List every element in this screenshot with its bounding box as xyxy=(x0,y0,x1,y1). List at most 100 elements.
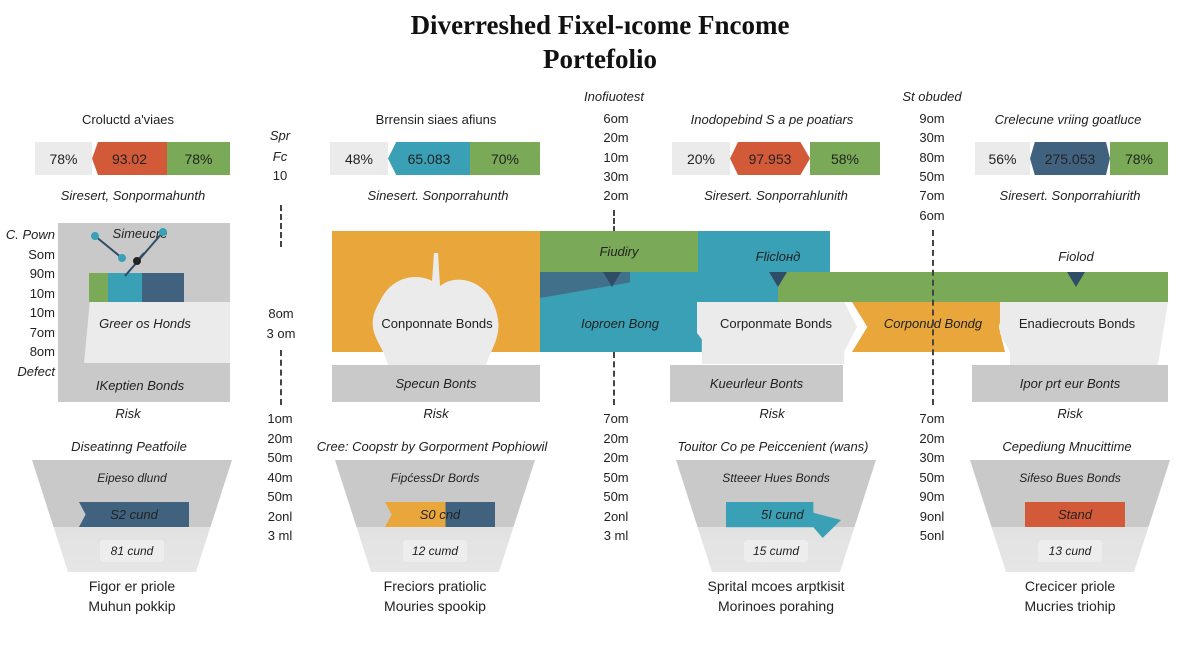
metric-bar-4: 56% 275.053 78% xyxy=(975,142,1168,175)
left-axis-label: 10m xyxy=(29,305,55,320)
axis-label: 2om xyxy=(603,188,629,204)
base-box-3: Kueurleur Bonts xyxy=(670,365,843,402)
top-sub-3: Siresert. Sonporrahlunith xyxy=(704,188,848,203)
metric-bar-1: 78% 93.02 78% xyxy=(35,142,230,175)
risk-label: Risk xyxy=(423,406,449,421)
chevron-light-label: Enadiecrouts Bonds xyxy=(1018,316,1136,331)
flicloнд-label: Flicloнд xyxy=(755,249,801,264)
marker-triangle-icon xyxy=(603,272,621,287)
axis-label: 10 xyxy=(272,168,288,183)
axis-label: 8om xyxy=(268,306,294,321)
title-line-1: Diverreshed Fixel-ıcome Fncome xyxy=(410,10,790,40)
bar-left-value: 56% xyxy=(975,142,1030,175)
bar-right-value: 70% xyxy=(470,142,540,175)
funnel-inner-label: 81 cund xyxy=(100,540,164,562)
funnel-bar: Stand xyxy=(1025,502,1125,527)
left-panel-base-label: IKeptien Bonds xyxy=(95,378,185,393)
axis-label: 50m xyxy=(267,489,293,504)
left-panel-band xyxy=(84,302,230,363)
funnel-inner-label: 15 cumd xyxy=(744,540,808,562)
axis-label: 7om xyxy=(919,188,945,204)
top-sub-4: Siresert. Sonporrahiurith xyxy=(999,188,1141,203)
axis-label: 30m xyxy=(919,130,945,146)
risk-label: Risk xyxy=(759,406,785,421)
top-heading-1: Croluctd a'viaes xyxy=(81,112,175,127)
teal-block-label: Ioproen Bong xyxy=(580,316,660,331)
funnel-top-label: FipćessDr Bords xyxy=(390,471,480,485)
funnel-caption-2: Morinoes porahing xyxy=(718,598,834,614)
base-box-4: Ipor prt eur Bonts xyxy=(972,365,1168,402)
risk-label: Risk xyxy=(1057,406,1083,421)
axis-label: 2onl xyxy=(603,508,629,524)
axis-label: 6om xyxy=(919,207,945,223)
green-band xyxy=(778,272,1168,302)
mini-bar-navy xyxy=(142,273,184,302)
axis-label: 7om xyxy=(603,411,629,426)
marker-triangle-icon xyxy=(769,272,787,287)
risk-label: Risk xyxy=(115,406,141,421)
funnel-heading: Touitor Co pe Peiccenient (wans) xyxy=(677,439,869,454)
axis-label: 9om xyxy=(919,111,945,126)
mini-bar-green xyxy=(89,273,108,302)
axis-label: 20m xyxy=(919,430,945,446)
bar-mid-value: 275.053 xyxy=(1030,142,1110,175)
bar-right-value: 78% xyxy=(167,142,230,175)
marker-triangle-icon xyxy=(1067,272,1085,287)
left-axis-label: 10m xyxy=(29,285,55,301)
left-axis-label: C. Pown xyxy=(5,227,55,242)
left-axis-label: 90m xyxy=(29,266,55,281)
axis-label: 1om xyxy=(267,411,293,426)
chevron-corporate-label: Corponmate Bonds xyxy=(719,316,833,331)
funnel-inner-label: 13 cund xyxy=(1038,540,1102,562)
axis-dashed-line xyxy=(932,230,934,405)
axis-title: St obuded xyxy=(902,89,962,104)
axis-dashed-line xyxy=(280,350,282,405)
axis-label: 30m xyxy=(603,168,629,184)
axis-label: 3 ml xyxy=(603,528,629,543)
left-axis-label: Defect xyxy=(17,363,55,379)
axis-label: Fc xyxy=(272,149,288,164)
funnel-bar: S0 cnd xyxy=(385,502,495,527)
mini-bar-teal xyxy=(108,273,142,302)
top-heading-2: Brrensin siaes afiuns xyxy=(375,112,497,127)
axis-label: 40m xyxy=(267,469,293,485)
top-heading-4: Crelecune vriing goatluce xyxy=(994,112,1142,127)
funnel-top-label: Eipeso dlund xyxy=(97,471,167,485)
axis-label: 10m xyxy=(603,149,629,165)
axis-label: 20m xyxy=(603,450,629,465)
funnel-caption-1: Sprital mcoes arptkisit xyxy=(707,578,845,594)
bar-right-value: 78% xyxy=(1110,142,1168,175)
axis-label: 6om xyxy=(603,111,629,126)
top-sub-2: Sinesert. Sonporrahunth xyxy=(367,188,509,203)
bar-mid-value: 97.953 xyxy=(730,142,810,175)
axis-label: 20m xyxy=(603,430,629,446)
bar-left-value: 48% xyxy=(330,142,388,175)
axis-label: 3 om xyxy=(266,326,296,341)
left-axis-label: Som xyxy=(28,246,55,262)
left-axis-label: 8om xyxy=(29,344,55,359)
axis-label: Spr xyxy=(269,128,291,143)
funnel-caption-2: Muhun pokkip xyxy=(88,598,176,614)
funnel-bar-label: 5I cund xyxy=(761,507,804,522)
axis-label: 3 ml xyxy=(267,528,293,543)
funnel-top-label: Stteeer Hues Bonds xyxy=(722,471,830,485)
funnel-inner-label: 12 cumd xyxy=(403,540,467,562)
left-axis-label: 7om xyxy=(29,324,55,340)
axis-label: 50m xyxy=(603,469,629,485)
bar-left-value: 78% xyxy=(35,142,92,175)
left-panel-band-label: Greer os Honds xyxy=(99,316,191,331)
axis-label: 20m xyxy=(603,130,629,146)
axis-label: 20m xyxy=(267,430,293,446)
chevron-corporate xyxy=(697,302,857,364)
funnel-heading: Diseatinng Peatfoile xyxy=(71,439,187,454)
apple-label: Conponnate Bonds xyxy=(381,316,493,331)
funnel-caption-1: Crecicer priole xyxy=(1024,578,1116,594)
funnel-heading: Cepediung Mnucittime xyxy=(1002,439,1132,454)
top-heading-3: Inodopebind S a pe poatiars xyxy=(690,112,854,127)
axis-label: 90m xyxy=(919,489,945,504)
funnel-caption-1: Freciors pratiolic xyxy=(383,578,487,594)
axis-label: 50m xyxy=(919,168,945,184)
funnel-caption-2: Mouries spookip xyxy=(384,598,486,614)
connector-lines-icon xyxy=(91,228,167,277)
fiolod-label: Fiolod xyxy=(1058,249,1094,264)
